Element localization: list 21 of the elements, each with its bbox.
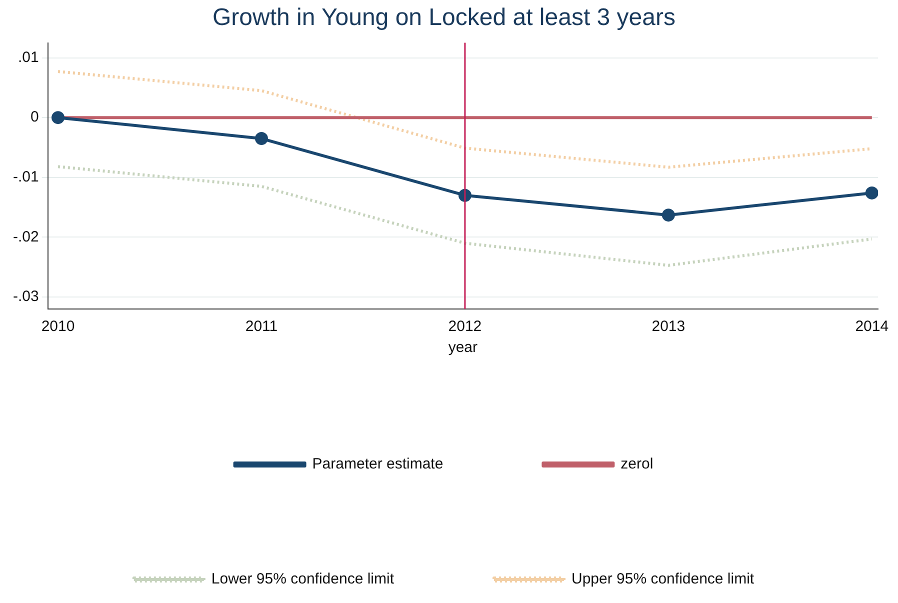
y-tick-label: -.01	[12, 168, 39, 186]
y-tick-label: .01	[18, 48, 39, 66]
point	[865, 186, 878, 200]
x-tick-label: 2012	[448, 318, 482, 336]
legend-label: Parameter estimate	[312, 456, 444, 473]
point	[52, 111, 65, 124]
x-tick-label: 2013	[652, 318, 686, 336]
x-tick-label: 2011	[245, 318, 278, 336]
chart-title: Growth in Young on Locked at least 3 years	[212, 4, 676, 32]
legend-label: Upper 95% confidence limit	[572, 570, 755, 588]
y-tick-label: -.02	[12, 228, 39, 246]
x-axis-title: year	[448, 339, 478, 356]
point	[662, 208, 675, 222]
x-tick-label: 2010	[41, 318, 75, 336]
point	[254, 132, 268, 146]
y-tick-label: 0	[30, 108, 39, 126]
line-series	[56, 165, 874, 267]
x-tick-label: 2014	[855, 318, 889, 336]
legend-label: zerol	[620, 456, 654, 473]
legend-label: Lower 95% confidence limit	[211, 570, 395, 588]
y-tick-label: -.03	[12, 288, 39, 306]
